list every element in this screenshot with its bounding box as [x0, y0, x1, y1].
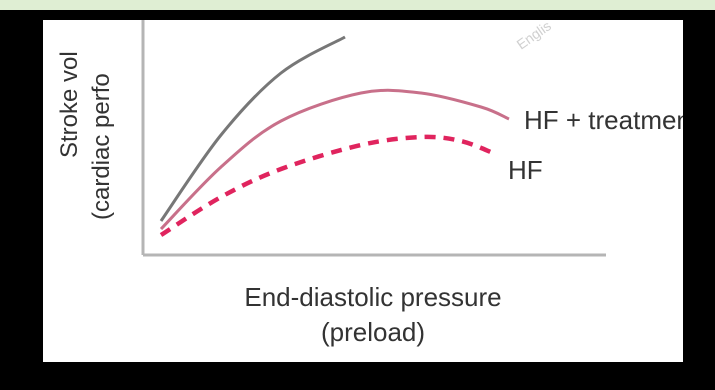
series-layer: HF + treatment HF: [159, 35, 683, 237]
series-label-hf: HF: [508, 155, 543, 185]
x-axis-label-line1: End-diastolic pressure: [244, 282, 501, 312]
series-line-hf-treatment: [159, 88, 510, 231]
series-line-hf: [159, 134, 494, 237]
chart-svg: Stroke vol (cardiac perfo End-diastolic …: [56, 20, 683, 347]
y-axis-label-line2: (cardiac perfo: [88, 73, 115, 220]
series-line-normal: [159, 35, 346, 222]
y-axis-label-line1: Stroke vol: [56, 51, 83, 158]
series-label-hf-treatment: HF + treatment: [524, 105, 683, 135]
black-frame: Stroke vol (cardiac perfo End-diastolic …: [0, 10, 715, 390]
chart-panel: Stroke vol (cardiac perfo End-diastolic …: [43, 20, 683, 362]
x-axis-label-line2: (preload): [321, 317, 425, 347]
watermark: Englis: [514, 20, 554, 52]
